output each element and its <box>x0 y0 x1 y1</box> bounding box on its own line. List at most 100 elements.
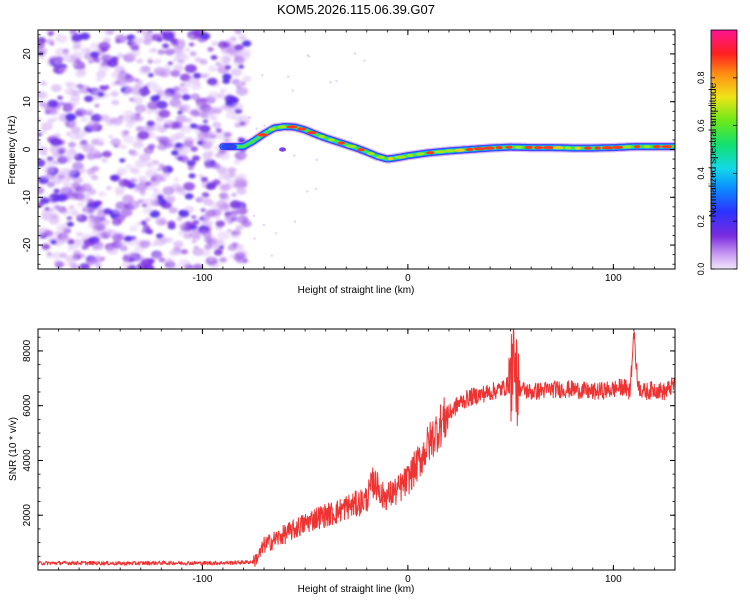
noise-point <box>143 39 152 46</box>
noise-point <box>180 191 187 196</box>
noise-point <box>50 239 57 245</box>
noise-point <box>219 257 228 263</box>
noise-speck <box>262 223 266 227</box>
noise-point <box>203 198 213 206</box>
noise-speck <box>307 55 311 58</box>
noise-point <box>78 193 91 202</box>
noise-point <box>105 229 118 238</box>
noise-point <box>102 150 112 158</box>
noise-point <box>86 170 96 178</box>
noise-point <box>142 206 153 215</box>
noise-point <box>216 166 228 174</box>
signal-hotspot <box>416 152 425 156</box>
noise-point <box>205 107 217 115</box>
noise-point <box>103 85 110 90</box>
noise-point <box>112 207 122 215</box>
noise-speck <box>291 89 294 92</box>
noise-speck <box>293 220 297 223</box>
noise-point <box>191 239 197 244</box>
noise-point <box>39 55 46 60</box>
noise-point <box>234 30 243 35</box>
noise-point <box>57 95 63 100</box>
noise-point <box>38 159 46 167</box>
noise-point <box>221 183 232 191</box>
noise-point <box>200 229 208 234</box>
noise-point <box>142 224 151 230</box>
noise-point <box>174 266 182 269</box>
signal-hotspot <box>256 133 269 137</box>
noise-point <box>165 196 175 204</box>
noise-point <box>47 31 54 37</box>
noise-point <box>226 228 232 233</box>
noise-point <box>127 200 140 209</box>
signal-hotspot <box>387 157 394 161</box>
noise-point <box>203 116 210 121</box>
noise-point <box>235 87 249 96</box>
noise-point <box>106 246 119 255</box>
signal-hotspot <box>601 146 614 150</box>
noise-point <box>194 57 203 63</box>
noise-point <box>64 88 74 95</box>
noise-point <box>139 240 151 249</box>
noise-point <box>184 64 197 73</box>
noise-point <box>171 121 183 129</box>
noise-point <box>173 177 180 182</box>
noise-point <box>80 47 91 55</box>
noise-point <box>111 118 123 127</box>
noise-point <box>52 251 63 260</box>
noise-point <box>53 188 60 194</box>
noise-point <box>67 168 77 175</box>
signal-hotspot <box>661 145 673 149</box>
noise-point <box>172 86 181 92</box>
signal-hotspot <box>286 125 298 129</box>
noise-point <box>220 54 232 64</box>
spectrogram-plot-area <box>38 30 675 269</box>
noise-point <box>211 40 219 47</box>
noise-point <box>151 33 162 42</box>
noise-point <box>41 152 48 157</box>
noise-point <box>204 219 214 227</box>
noise-point <box>225 215 231 220</box>
noise-point <box>96 245 104 251</box>
noise-point <box>207 91 220 100</box>
noise-point <box>200 176 208 182</box>
noise-point <box>46 158 56 166</box>
noise-point <box>74 58 82 64</box>
noise-point <box>137 175 148 183</box>
noise-speck <box>329 81 332 84</box>
noise-point <box>80 183 93 192</box>
noise-point <box>155 135 163 141</box>
noise-point <box>47 196 53 201</box>
signal-hotspot <box>505 145 513 149</box>
noise-point <box>134 104 147 113</box>
noise-point <box>145 228 153 235</box>
noise-point <box>74 238 82 244</box>
noise-point <box>43 165 55 174</box>
signal-hotspot <box>465 147 474 152</box>
snr-x-axis: -100 0 100 <box>37 329 676 585</box>
snr-x-tick-label: 100 <box>605 574 622 585</box>
noise-speck <box>255 127 258 130</box>
noise-point <box>157 127 165 133</box>
noise-point <box>153 160 160 166</box>
noise-point <box>204 243 213 250</box>
noise-point <box>146 120 155 127</box>
noise-point <box>111 99 120 106</box>
noise-point <box>169 98 182 108</box>
colorbar-tick-label: 0.6 <box>696 119 706 132</box>
noise-point <box>215 220 226 228</box>
spectrogram-y-axis: -20 -10 0 10 20 <box>22 34 675 265</box>
noise-point <box>160 91 173 100</box>
noise-point <box>197 140 204 146</box>
noise-point <box>119 69 126 75</box>
noise-point <box>39 80 47 86</box>
noise-point <box>163 64 172 70</box>
noise-point <box>235 180 248 189</box>
noise-point <box>167 120 174 126</box>
noise-point <box>110 90 120 97</box>
signal-hotspot <box>612 145 623 149</box>
noise-point <box>38 40 45 50</box>
noise-point <box>67 82 77 90</box>
